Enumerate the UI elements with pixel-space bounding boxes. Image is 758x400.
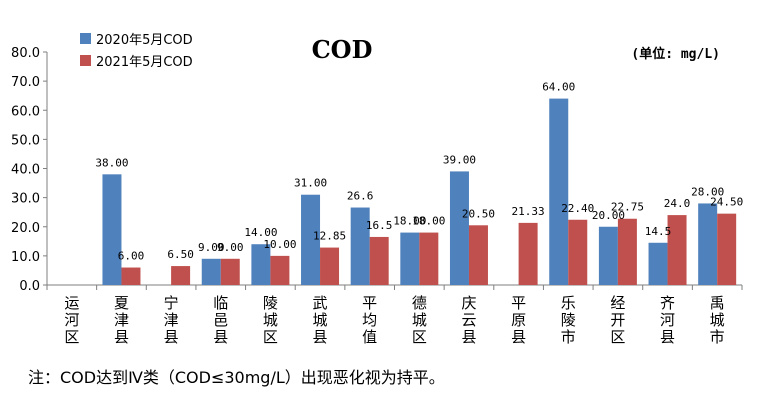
category-label: 禹城市: [710, 294, 725, 346]
x-axis: [46, 284, 743, 290]
footnote: 注：COD达到Ⅳ类（COD≤30mg/L）出现恶化视为持平。: [28, 368, 445, 387]
data-label-series-1: 64.00: [542, 81, 575, 94]
data-label-series-2: 20.50: [462, 207, 495, 220]
data-label-series-1: 14.5: [645, 225, 672, 238]
category-label: 庆云县: [461, 294, 476, 346]
bar-series-2: [171, 266, 191, 285]
bar-series-1: [201, 258, 221, 285]
category-label: 临邑县: [213, 294, 228, 346]
data-label-series-1: 31.00: [294, 177, 327, 190]
data-label-series-1: 9.00: [198, 241, 225, 254]
bars: [102, 98, 737, 285]
data-label-series-2: 9.00: [217, 241, 244, 254]
y-tick-label: 80.0: [11, 46, 40, 61]
category-label: 齐河县: [660, 294, 675, 346]
category-label: 夏津县: [114, 294, 129, 346]
bar-series-1: [301, 194, 321, 285]
bar-series-2: [617, 218, 637, 285]
data-label-series-1: 38.00: [95, 156, 128, 169]
bar-series-2: [369, 236, 389, 285]
legend: 2020年5月COD 2021年5月COD: [80, 33, 193, 70]
bar-series-1: [698, 203, 718, 285]
data-label-series-1: 28.00: [691, 185, 724, 198]
bar-series-1: [400, 232, 420, 285]
bar-series-1: [449, 171, 469, 285]
category-label: 乐陵市: [561, 294, 576, 346]
bar-series-2: [320, 247, 340, 285]
y-tick-label: 0.0: [19, 279, 40, 294]
category-label: 德城区: [412, 294, 427, 346]
y-tick-label: 30.0: [11, 192, 40, 207]
bar-series-2: [568, 219, 588, 285]
category-label: 平原县: [511, 294, 526, 346]
category-label: 宁津县: [164, 294, 179, 346]
legend-label-series-1: 2020年5月COD: [96, 33, 193, 48]
data-label-series-1: 26.6: [347, 190, 374, 203]
data-labels: 38.009.0014.0031.0026.618.0039.0064.0020…: [95, 81, 743, 263]
data-label-series-2: 16.5: [366, 219, 393, 232]
y-tick-label: 40.0: [11, 163, 40, 178]
y-tick-label: 60.0: [11, 104, 40, 119]
legend-swatch-series-2: [80, 55, 91, 66]
data-label-series-2: 10.00: [263, 238, 296, 251]
unit-label: (单位: mg/L): [631, 46, 720, 62]
category-label: 武城县: [313, 294, 328, 346]
category-labels: 运河区 夏津县 宁津县 临邑县 陵城区 武城县 平均值 德城区 庆云县 平原县 乐陵市 经开区 齐河县 禹…: [64, 294, 724, 346]
data-label-series-2: 6.00: [118, 250, 145, 263]
category-label: 陵城区: [263, 294, 278, 346]
data-label-series-2: 18.00: [412, 215, 445, 228]
y-tick-label: 10.0: [11, 250, 40, 265]
bar-series-2: [717, 213, 737, 285]
bar-series-1: [102, 174, 122, 285]
bar-series-2: [220, 258, 240, 285]
legend-swatch-series-1: [80, 33, 91, 44]
bar-series-2: [667, 215, 687, 285]
data-label-series-1: 18.00: [393, 215, 426, 228]
bar-series-2: [121, 267, 141, 285]
bar-series-1: [549, 98, 569, 285]
data-label-series-2: 12.85: [313, 230, 346, 243]
y-tick-label: 70.0: [11, 75, 40, 90]
bar-series-1: [598, 226, 618, 285]
data-label-series-2: 22.75: [611, 201, 644, 214]
category-label: 运河区: [64, 294, 79, 346]
data-label-series-2: 22.40: [561, 202, 594, 215]
bar-series-2: [270, 255, 290, 285]
data-label-series-2: 24.50: [710, 196, 743, 209]
data-label-series-1: 39.00: [443, 153, 476, 166]
bar-series-1: [648, 242, 668, 285]
data-label-series-1: 14.00: [244, 226, 277, 239]
y-axis: 0.0 10.0 20.0 30.0 40.0 50.0 60.0 70.0 80.0: [11, 46, 48, 294]
chart-title: COD: [312, 35, 373, 64]
y-tick-label: 20.0: [11, 221, 40, 236]
category-label: 平均值: [362, 294, 377, 346]
data-label-series-2: 21.33: [512, 205, 545, 218]
y-tick-label: 50.0: [11, 133, 40, 148]
bar-series-2: [518, 222, 538, 285]
data-label-series-1: 20.00: [592, 209, 625, 222]
bar-series-2: [419, 232, 439, 285]
bar-series-2: [468, 225, 488, 285]
category-label: 经开区: [610, 294, 625, 346]
legend-label-series-2: 2021年5月COD: [96, 55, 193, 70]
bar-series-1: [350, 207, 370, 285]
data-label-series-2: 24.0: [664, 197, 691, 210]
bar-series-1: [251, 244, 271, 285]
data-label-series-2: 6.50: [167, 248, 194, 261]
